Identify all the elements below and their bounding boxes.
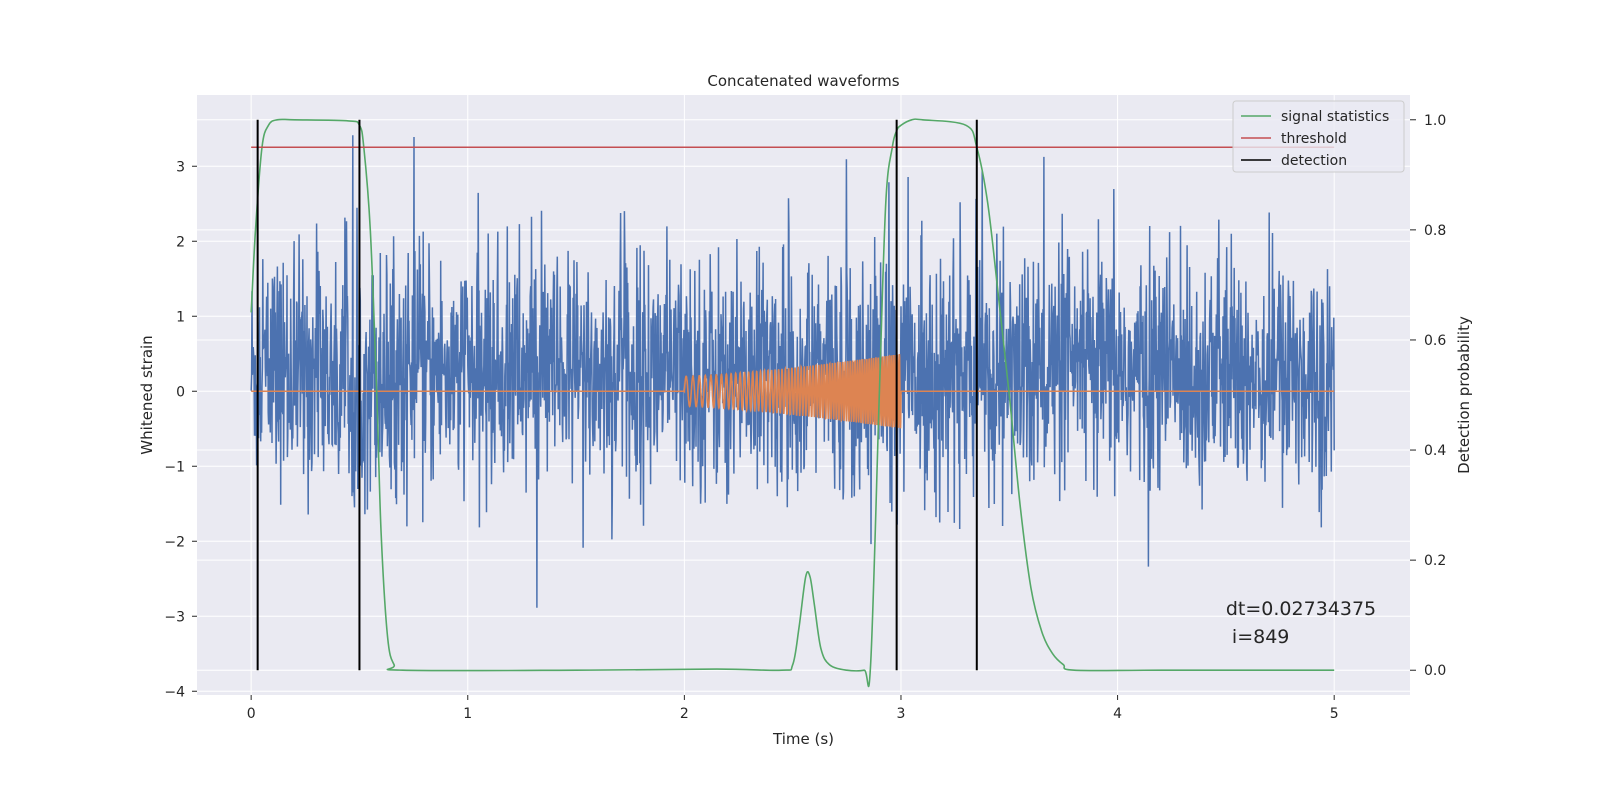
legend-label-signal-statistics: signal statistics bbox=[1281, 109, 1389, 125]
x-axis-label: Time (s) bbox=[772, 730, 834, 748]
x-tick-label: 1 bbox=[463, 706, 472, 722]
y-right-tick-label: 0.4 bbox=[1424, 443, 1446, 459]
right-y-axis-label: Detection probability bbox=[1455, 316, 1473, 474]
y-tick-label: −3 bbox=[164, 609, 185, 625]
y-tick-label: −1 bbox=[164, 459, 185, 475]
strain-series bbox=[250, 135, 1335, 608]
legend-label-detection: detection bbox=[1281, 153, 1347, 169]
annotation-index: i=849 bbox=[1226, 626, 1290, 648]
y-axis-label: Whitened strain bbox=[138, 335, 156, 454]
x-tick-label: 5 bbox=[1330, 706, 1339, 722]
y-right-tick-label: 0.0 bbox=[1424, 663, 1446, 679]
y-tick-label: 2 bbox=[176, 234, 185, 250]
x-tick-label: 2 bbox=[680, 706, 689, 722]
signal-statistics-series bbox=[250, 118, 1335, 688]
chart-title: Concatenated waveforms bbox=[707, 72, 899, 90]
y-right-tick-label: 0.2 bbox=[1424, 553, 1446, 569]
y-tick-label: 0 bbox=[176, 384, 185, 400]
x-tick-label: 0 bbox=[247, 706, 256, 722]
x-tick-label: 4 bbox=[1113, 706, 1122, 722]
x-tick-label: 3 bbox=[897, 706, 906, 722]
y-right-tick-label: 1.0 bbox=[1424, 113, 1446, 129]
y-tick-label: −4 bbox=[164, 684, 185, 700]
y-tick-label: 1 bbox=[176, 309, 185, 325]
legend: signal statistics threshold detection bbox=[1232, 100, 1405, 173]
y-right-tick-label: 0.8 bbox=[1424, 223, 1446, 239]
legend-box bbox=[1232, 100, 1405, 173]
y-tick-label: 3 bbox=[176, 159, 185, 175]
injected-waveform-series bbox=[251, 353, 1335, 429]
legend-label-threshold: threshold bbox=[1281, 131, 1347, 147]
annotation-dt: dt=0.02734375 bbox=[1226, 598, 1376, 620]
y-right-tick-label: 0.6 bbox=[1424, 333, 1446, 349]
y-tick-label: −2 bbox=[164, 534, 185, 550]
